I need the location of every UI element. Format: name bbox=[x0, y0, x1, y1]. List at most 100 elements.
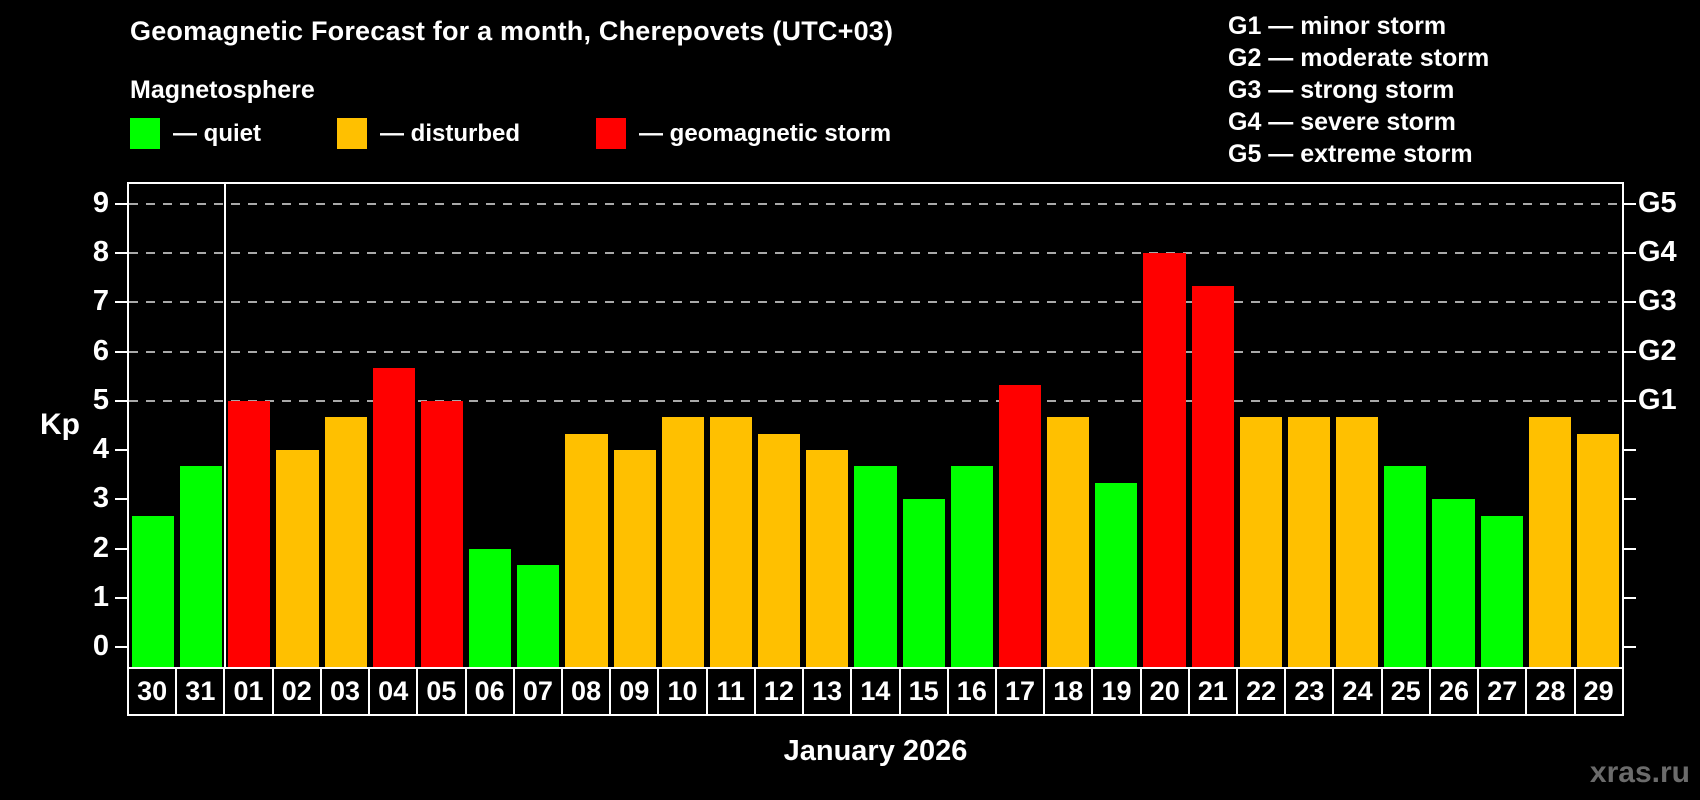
kp-bar-day-02 bbox=[276, 450, 319, 667]
day-label-07: 07 bbox=[512, 669, 561, 714]
kp-bar-day-17 bbox=[998, 384, 1042, 667]
kp-bar-day-18 bbox=[1047, 417, 1090, 667]
day-label-26: 26 bbox=[1428, 669, 1477, 714]
kp-bar-day-29 bbox=[1576, 433, 1619, 667]
legend-label-disturbed: — disturbed bbox=[380, 119, 521, 147]
day-label-09: 09 bbox=[609, 669, 657, 714]
y-tick-right-0 bbox=[1624, 646, 1636, 649]
y-tick-label-3: 3 bbox=[92, 482, 109, 515]
legend-swatch-disturbed bbox=[337, 118, 367, 149]
y-tick-left-4 bbox=[115, 449, 127, 452]
day-label-04: 04 bbox=[368, 669, 416, 714]
y-tick-left-0 bbox=[115, 646, 127, 649]
y-tick-label-1: 1 bbox=[92, 581, 109, 613]
legend-label-storm: — geomagnetic storm bbox=[639, 119, 892, 147]
kp-bar-day-08 bbox=[565, 433, 608, 667]
magnetosphere-label: Magnetosphere bbox=[130, 76, 315, 104]
day-label-22: 22 bbox=[1236, 669, 1284, 714]
y-tick-right-6 bbox=[1624, 350, 1636, 353]
y-tick-left-1 bbox=[115, 597, 127, 599]
kp-bar-day-20 bbox=[1143, 253, 1186, 667]
day-label-20: 20 bbox=[1139, 669, 1188, 714]
kp-bar-day-05 bbox=[420, 400, 464, 667]
y-tick-left-8 bbox=[115, 252, 127, 254]
day-label-23: 23 bbox=[1284, 669, 1332, 714]
y-tick-right-8 bbox=[1624, 252, 1636, 254]
g-scale-label-G3: G3 bbox=[1638, 285, 1677, 318]
y-tick-label-7: 7 bbox=[92, 285, 109, 318]
y-tick-label-6: 6 bbox=[92, 334, 109, 367]
kp-bar-day-13 bbox=[806, 450, 849, 667]
storm-scale-line-G1: G1 — minor storm bbox=[1228, 12, 1447, 40]
g-scale-label-G4: G4 bbox=[1638, 236, 1677, 268]
legend-swatch-storm bbox=[596, 118, 627, 149]
kp-bar-day-26 bbox=[1432, 499, 1475, 667]
day-axis: 30 31 01 02 03 04 05 06 07 08 09 10 11 12 13 14 15 16 17 18… bbox=[127, 667, 1624, 716]
day-label-03: 03 bbox=[319, 669, 368, 714]
kp-bar-day-10 bbox=[661, 417, 704, 667]
legend-item-storm: — geomagnetic storm bbox=[596, 118, 891, 149]
y-tick-left-5 bbox=[115, 399, 127, 402]
kp-bar-day-04 bbox=[372, 367, 415, 667]
y-tick-right-9 bbox=[1624, 202, 1636, 205]
gridline-kp-9 bbox=[129, 202, 1622, 205]
kp-bar-day-09 bbox=[613, 450, 656, 667]
legend-item-disturbed: — disturbed bbox=[337, 118, 520, 149]
day-label-11: 11 bbox=[705, 669, 754, 714]
y-tick-right-3 bbox=[1624, 498, 1636, 501]
legend-item-quiet: — quiet bbox=[130, 118, 261, 149]
day-label-18: 18 bbox=[1043, 669, 1091, 714]
y-tick-right-5 bbox=[1624, 399, 1636, 402]
gridline-kp-5 bbox=[129, 399, 1622, 402]
day-label-21: 21 bbox=[1187, 669, 1236, 714]
legend-swatch-quiet bbox=[130, 118, 160, 149]
kp-bar-day-07 bbox=[517, 564, 560, 667]
day-label-16: 16 bbox=[946, 669, 995, 714]
storm-scale-line-G2: G2 — moderate storm bbox=[1228, 44, 1490, 72]
y-tick-right-7 bbox=[1624, 301, 1636, 304]
kp-bar-day-14 bbox=[854, 466, 897, 667]
kp-bar-day-24 bbox=[1336, 417, 1379, 667]
day-label-05: 05 bbox=[416, 669, 464, 714]
day-label-10: 10 bbox=[657, 669, 705, 714]
day-label-01: 01 bbox=[223, 669, 271, 714]
day-label-17: 17 bbox=[994, 669, 1043, 714]
kp-bar-day-27 bbox=[1480, 515, 1523, 667]
day-label-24: 24 bbox=[1332, 669, 1380, 714]
xras-watermark: xras.ru bbox=[1589, 756, 1690, 789]
y-tick-label-9: 9 bbox=[92, 186, 109, 219]
gridline-kp-7 bbox=[129, 301, 1622, 304]
day-label-06: 06 bbox=[464, 669, 513, 714]
g-scale-label-G2: G2 bbox=[1638, 334, 1677, 367]
y-tick-label-5: 5 bbox=[92, 383, 109, 416]
kp-bar-day-25 bbox=[1384, 466, 1427, 667]
day-label-12: 12 bbox=[753, 669, 802, 714]
y-tick-left-2 bbox=[115, 547, 127, 550]
storm-scale-line-G3: G3 — strong storm bbox=[1228, 76, 1455, 104]
day-label-13: 13 bbox=[802, 669, 850, 714]
kp-bar-day-03 bbox=[324, 417, 367, 667]
gridline-kp-8 bbox=[129, 252, 1622, 254]
day-label-30: 30 bbox=[137, 676, 168, 706]
day-label-19: 19 bbox=[1091, 669, 1139, 714]
day-label-08: 08 bbox=[560, 669, 609, 714]
y-tick-right-1 bbox=[1624, 597, 1636, 599]
month-separator-line bbox=[224, 184, 227, 667]
y-axis-title: Kp bbox=[40, 408, 80, 441]
g-scale-label-G5: G5 bbox=[1638, 186, 1677, 219]
kp-bar-day-31 bbox=[180, 466, 223, 667]
kp-bar-day-22 bbox=[1239, 417, 1282, 667]
kp-bar-day-12 bbox=[758, 433, 801, 667]
y-tick-right-4 bbox=[1624, 449, 1636, 452]
day-label-29: 29 bbox=[1573, 669, 1622, 714]
legend-label-quiet: — quiet bbox=[173, 119, 261, 147]
kp-bar-day-01 bbox=[228, 400, 271, 667]
status-legend: — quiet — disturbed — geomagnetic storm bbox=[130, 118, 891, 149]
kp-bar-day-19 bbox=[1095, 483, 1138, 667]
y-tick-label-2: 2 bbox=[92, 531, 109, 564]
day-label-15: 15 bbox=[898, 669, 947, 714]
kp-bar-day-06 bbox=[469, 548, 512, 667]
page-title: Geomagnetic Forecast for a month, Cherep… bbox=[130, 16, 894, 46]
storm-scale-line-G4: G4 — severe storm bbox=[1228, 108, 1456, 136]
